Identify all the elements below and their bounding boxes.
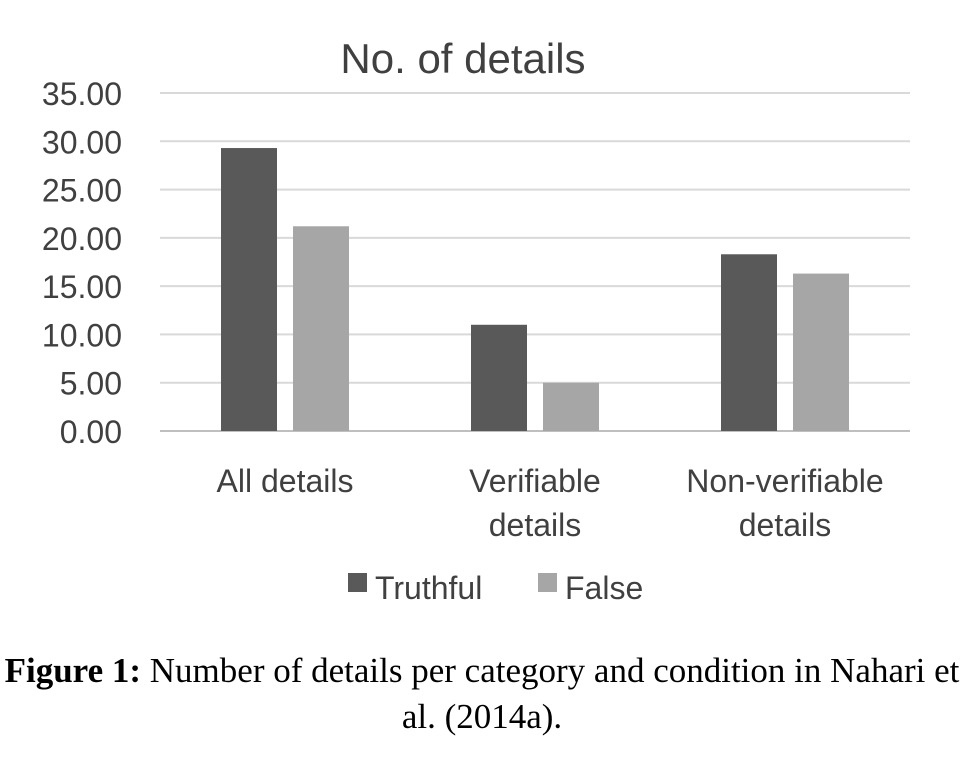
bar-false-2 [543,382,599,431]
legend-label-truthful: Truthful [375,570,482,606]
bars [221,148,849,431]
bar-truthful-2 [471,324,527,431]
chart-title: No. of details [340,35,585,82]
legend: Truthful False [348,570,643,606]
x-tick-label: All details [217,463,354,499]
bar-truthful-3 [721,254,777,431]
x-tick-label: Non-verifiable details [686,463,883,543]
y-tick-label: 20.00 [42,221,122,257]
legend-label-false: False [565,570,643,606]
legend-swatch-truthful [348,573,367,592]
bar-truthful-1 [221,148,277,431]
figure-caption: Figure 1: Number of details per category… [0,648,964,740]
y-tick-label: 10.00 [42,317,122,353]
caption-text: Number of details per category and condi… [149,651,960,736]
caption-label: Figure 1: [4,651,142,690]
y-axis-tick-labels: 0.00 5.00 10.00 15.00 20.00 25.00 30.00 35.00 [42,76,122,450]
gridlines [160,92,910,432]
x-axis-category-labels: All details Verifiable details Non-verifiab… [217,463,884,543]
y-tick-label: 30.00 [42,124,122,160]
legend-swatch-false [538,573,557,592]
bar-chart: No. of details 0.00 5.00 10.00 15.00 20.00 25… [42,35,910,606]
bar-false-3 [793,273,849,431]
y-tick-label: 35.00 [42,76,122,112]
y-tick-label: 25.00 [42,173,122,209]
y-tick-label: 5.00 [60,366,122,402]
bar-false-1 [293,226,349,431]
x-tick-label: Verifiable details [469,463,601,543]
y-tick-label: 15.00 [42,269,122,305]
chart-svg: No. of details 0.00 5.00 10.00 15.00 20.00 25… [42,35,910,606]
y-tick-label: 0.00 [60,414,122,450]
